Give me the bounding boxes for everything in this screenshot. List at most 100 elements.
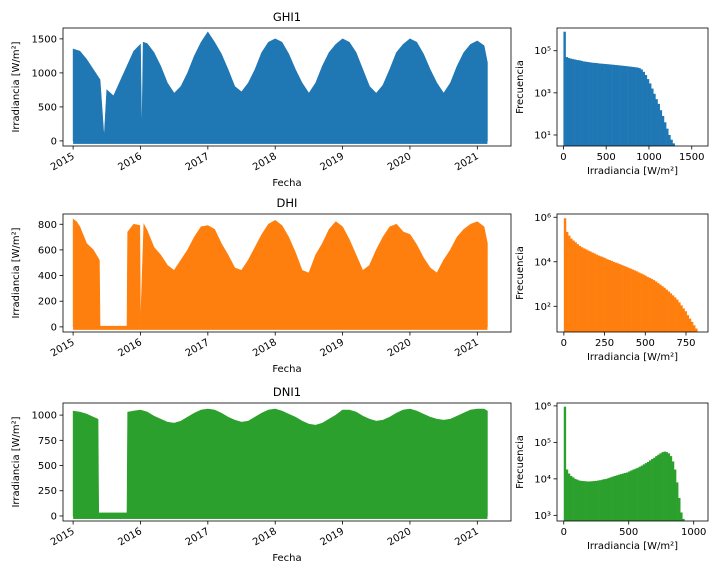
- ghi1-hist-bar: [623, 65, 626, 146]
- dni1-hist-bar: [603, 479, 606, 521]
- dni1-hist-bar: [651, 459, 654, 521]
- ghi1-hist-bar: [597, 63, 601, 146]
- dhi-hist-bar: [644, 275, 647, 332]
- dhi-hist-bar: [565, 231, 569, 332]
- dni1-xtick-label: 2015: [49, 526, 77, 548]
- dni1-hist-bar: [607, 478, 610, 521]
- ghi1-xtick-label: 2018: [251, 151, 279, 173]
- ghi1-hist-bar: [563, 31, 566, 146]
- dni1-hist-ylabel: Frecuencia: [515, 435, 526, 489]
- ghi1-hist-bar: [659, 110, 663, 146]
- ghi1-hist-xtick-label: 500: [597, 152, 616, 163]
- ghi1-hist-bar: [644, 75, 648, 146]
- dni1-hist-bar: [655, 456, 658, 521]
- dhi-hist-bar: [657, 283, 660, 332]
- dni1-hist-bar: [644, 463, 648, 521]
- dhi-ytick-label: 200: [38, 297, 57, 308]
- dni1-xtick-label: 2018: [251, 526, 279, 548]
- dni1-hist-bar: [626, 472, 629, 521]
- ghi1-hist-bar: [582, 61, 586, 146]
- ghi1-title: GHI1: [273, 10, 301, 24]
- dni1-hist-bar: [609, 477, 612, 521]
- dhi-hist-bar: [637, 272, 641, 332]
- dni1-hist-bar: [586, 481, 590, 521]
- dhi-hist-bar: [563, 218, 567, 332]
- ghi1-hist-bar: [604, 63, 607, 146]
- dhi-hist-bar: [625, 266, 628, 332]
- ghi1-xtick-label: 2016: [116, 151, 144, 173]
- dhi-hist-bar: [673, 297, 677, 332]
- dhi-hist-xtick-label: 750: [676, 338, 695, 349]
- dhi-hist-bar: [587, 250, 590, 332]
- dhi-hist-bar: [646, 276, 649, 332]
- dni1-hist-bar: [576, 479, 579, 521]
- ghi1-hist-bar: [638, 68, 641, 146]
- dni1-hist-bar: [619, 474, 623, 521]
- ghi1-hist-ytick-label: 10³: [534, 88, 551, 99]
- ghi1-hist-bar: [621, 65, 624, 146]
- dni1-axes-frame: [62, 402, 512, 522]
- ghi1-xtick-label: 2021: [453, 151, 481, 173]
- dhi-hist-bar: [618, 264, 622, 332]
- dhi-hist-bar: [616, 263, 620, 332]
- ghi1-xtick-label: 2017: [184, 151, 212, 173]
- dhi-hist-bar: [671, 295, 675, 332]
- ghi1-hist-bar: [642, 71, 645, 146]
- ghi1-hist-bar: [601, 63, 605, 146]
- dni1-hist-bar: [661, 452, 664, 521]
- dhi-hist-bar: [686, 315, 690, 332]
- ghi1-hist-xlabel: Irradiancia [W/m²]: [587, 166, 678, 177]
- dhi-ytick-label: 800: [38, 220, 57, 231]
- ghi1-hist-bar: [668, 134, 671, 146]
- dni1-hist-bar: [640, 465, 644, 521]
- dhi-xtick-label: 2017: [184, 337, 212, 359]
- dni1-histogram-panel: 0 500 1000 10³ 10⁴ 10⁵ 10⁶ Irradiancia [W/m²] Fr…: [515, 401, 709, 552]
- ghi1-hist-bar: [655, 99, 658, 146]
- dni1-hist-bar: [659, 453, 662, 521]
- dhi-hist-bar: [601, 257, 605, 332]
- dni1-hist-bar: [642, 464, 646, 521]
- dni1-hist-bar: [624, 472, 627, 521]
- dhi-xtick-label: 2016: [116, 337, 144, 359]
- dhi-hist-bar: [652, 280, 656, 332]
- dhi-hist-bar: [572, 240, 575, 332]
- dni1-hist-bar: [613, 475, 617, 521]
- dni1-hist-bar: [563, 406, 567, 521]
- ghi1-xtick-label: 2015: [49, 151, 77, 173]
- dhi-hist-bar: [627, 267, 630, 332]
- ghi1-hist-bar: [593, 62, 596, 146]
- dhi-hist-bar: [642, 274, 645, 332]
- ghi1-hist-bar: [646, 79, 650, 146]
- ghi1-hist-bar: [569, 58, 573, 147]
- dhi-hist-bar: [578, 245, 582, 332]
- dhi-hist-bar: [623, 265, 626, 332]
- dhi-hist-bar: [635, 271, 639, 332]
- dhi-hist-bar: [640, 273, 643, 332]
- dhi-axes-frame: [62, 213, 512, 333]
- dhi-xtick-label: 2020: [386, 337, 414, 359]
- dhi-hist-bar: [580, 247, 584, 332]
- dhi-hist-bar: [650, 278, 654, 332]
- dhi-hist-bar: [593, 253, 596, 332]
- dni1-ytick-label: 1000: [32, 411, 57, 422]
- ghi1-hist-bar: [565, 57, 568, 146]
- dni1-hist-bar: [617, 474, 621, 521]
- dni1-hist-bar: [601, 479, 604, 521]
- dni1-hist-bar: [669, 456, 673, 521]
- dhi-xtick-label: 2018: [251, 337, 279, 359]
- ghi1-hist-bar: [610, 64, 613, 146]
- dni1-hist-bar: [673, 469, 677, 521]
- dni1-hist-bar: [680, 512, 683, 521]
- ghi1-hist-bar: [608, 64, 611, 146]
- dni1-hist-bar: [605, 478, 608, 521]
- dni1-hist-bar: [565, 469, 569, 521]
- dhi-hist-bar: [614, 262, 618, 332]
- dni1-hist-bar: [667, 453, 671, 521]
- dni1-hist-bar: [621, 473, 625, 521]
- ghi1-xlabel: Fecha: [272, 178, 301, 189]
- dhi-timeseries-panel: DHI 0 200 400 600 800 2015 2016 2017 2018 2019 2020…: [11, 196, 512, 375]
- dni1-hist-bar: [574, 478, 577, 521]
- dhi-hist-bar: [568, 235, 571, 332]
- dni1-ytick-label: 750: [38, 436, 57, 447]
- ghi1-hist-bar: [633, 67, 637, 146]
